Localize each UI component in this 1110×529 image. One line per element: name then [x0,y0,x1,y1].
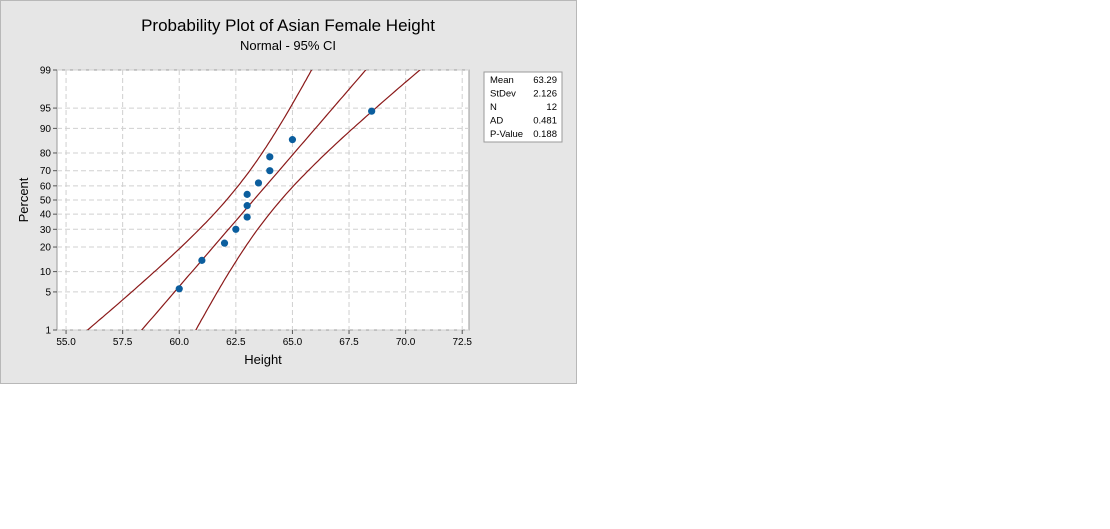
ci-upper-band [195,70,421,330]
plot-area [56,69,470,331]
y-tick-label: 60 [40,181,52,192]
x-tick-label: 72.5 [452,337,472,348]
data-point [220,239,229,247]
data-point [243,202,251,210]
chart-title: Probability Plot of Asian Female Height [141,16,435,35]
y-tick-label: 5 [45,287,51,298]
x-tick-label: 70.0 [396,337,416,348]
stats-legend-box [483,71,563,143]
y-tick-label: 99 [40,66,52,77]
y-tick-label: 10 [40,267,52,278]
stats-label: N [490,102,497,113]
x-axis-ticks: 55.0 57.5 60.0 62.5 65.0 67.5 70.0 72.5 [56,330,472,348]
data-point [288,136,297,144]
data-point [175,285,183,293]
x-tick-label: 65.0 [283,337,303,348]
x-tick-label: 55.0 [56,337,76,348]
fitted-line [140,70,367,330]
y-tick-label: 1 [45,326,51,337]
y-axis-label: Percent [16,177,31,222]
stats-value: 12 [546,102,557,113]
data-point [266,153,274,161]
data-points [175,107,376,293]
y-tick-label: 20 [40,243,52,254]
ci-lower-band [86,70,313,330]
stats-label: P-Value [490,129,523,140]
y-tick-label: 40 [40,210,52,221]
data-point [232,225,240,233]
stats-label: AD [490,116,503,127]
stats-value: 2.126 [533,89,557,100]
data-point [254,179,263,187]
x-tick-label: 62.5 [226,337,246,348]
data-point [266,167,274,175]
confidence-bands [86,70,421,330]
y-tick-label: 50 [40,196,52,207]
chart-subtitle: Normal - 95% CI [240,38,336,53]
y-tick-label: 30 [40,225,52,236]
data-point [368,107,376,115]
stats-legend: Mean 63.29 StDev 2.126 N 12 AD 0.481 P-Value 0.18… [483,71,563,143]
grid-lines [57,69,469,331]
stats-label: StDev [490,89,516,100]
y-axis-ticks: 1 5 10 20 30 40 50 60 70 80 90 95 99 [40,66,57,337]
x-tick-label: 67.5 [339,337,359,348]
data-point [198,256,206,264]
y-tick-label: 95 [40,104,52,115]
data-point [243,213,251,221]
stats-value: 63.29 [533,75,557,86]
x-axis-label: Height [244,352,282,367]
y-tick-label: 70 [40,166,52,177]
y-tick-label: 80 [40,148,52,159]
stats-value: 0.481 [533,116,557,127]
x-tick-label: 60.0 [170,337,190,348]
x-tick-label: 57.5 [113,337,133,348]
y-tick-label: 90 [40,124,52,135]
stats-label: Mean [490,75,514,86]
stats-value: 0.188 [533,129,557,140]
data-point [243,190,251,198]
